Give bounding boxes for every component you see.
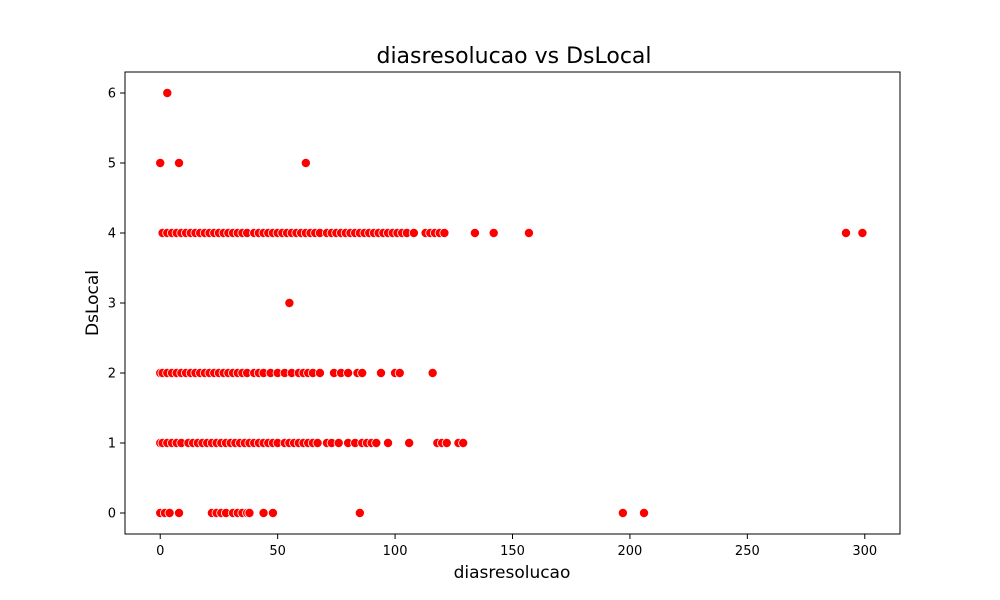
- data-point: [840, 227, 851, 238]
- data-point: [343, 367, 354, 378]
- x-axis-ticks: 0 50 100 150 200 250 300: [156, 534, 877, 559]
- data-point: [469, 227, 480, 238]
- x-axis-label: diasresolucao: [454, 563, 571, 583]
- x-tick-label: 0: [156, 544, 164, 559]
- x-tick-label: 300: [852, 544, 877, 559]
- data-point: [371, 437, 382, 448]
- data-point: [162, 88, 173, 99]
- data-point: [523, 227, 534, 238]
- data-point: [383, 437, 394, 448]
- data-point: [458, 437, 469, 448]
- data-point: [488, 227, 499, 238]
- data-point: [314, 367, 325, 378]
- data-point: [164, 507, 175, 518]
- x-tick-label: 100: [383, 544, 408, 559]
- data-point: [427, 367, 438, 378]
- data-point: [174, 157, 185, 168]
- data-point: [354, 507, 365, 518]
- data-points: [155, 88, 868, 518]
- x-tick-label: 200: [618, 544, 643, 559]
- data-point: [284, 297, 295, 308]
- data-point: [408, 227, 419, 238]
- data-point: [404, 437, 415, 448]
- data-point: [441, 437, 452, 448]
- data-point: [300, 157, 311, 168]
- data-point: [155, 157, 166, 168]
- y-tick-label: 1: [108, 437, 116, 452]
- y-tick-label: 3: [108, 297, 116, 312]
- data-point: [439, 227, 450, 238]
- data-point: [639, 507, 650, 518]
- y-axis-label: DsLocal: [83, 270, 103, 336]
- y-tick-label: 2: [108, 367, 116, 382]
- data-point: [357, 367, 368, 378]
- x-tick-label: 250: [735, 544, 760, 559]
- y-tick-label: 0: [108, 507, 116, 522]
- x-tick-label: 150: [500, 544, 525, 559]
- chart-title: diasresolucao vs DsLocal: [376, 44, 651, 69]
- y-tick-label: 4: [108, 227, 116, 242]
- y-tick-label: 5: [108, 157, 116, 172]
- data-point: [333, 437, 344, 448]
- y-tick-label: 6: [108, 87, 116, 102]
- y-axis-ticks: 0 1 2 3 4 5 6: [108, 87, 125, 522]
- x-tick-label: 50: [269, 544, 286, 559]
- plot-area: [124, 71, 901, 535]
- data-point: [312, 437, 323, 448]
- data-point: [857, 227, 868, 238]
- data-point: [258, 507, 269, 518]
- data-point: [244, 507, 255, 518]
- data-point: [174, 507, 185, 518]
- data-point: [394, 367, 405, 378]
- data-point: [375, 367, 386, 378]
- data-point: [617, 507, 628, 518]
- data-point: [267, 507, 278, 518]
